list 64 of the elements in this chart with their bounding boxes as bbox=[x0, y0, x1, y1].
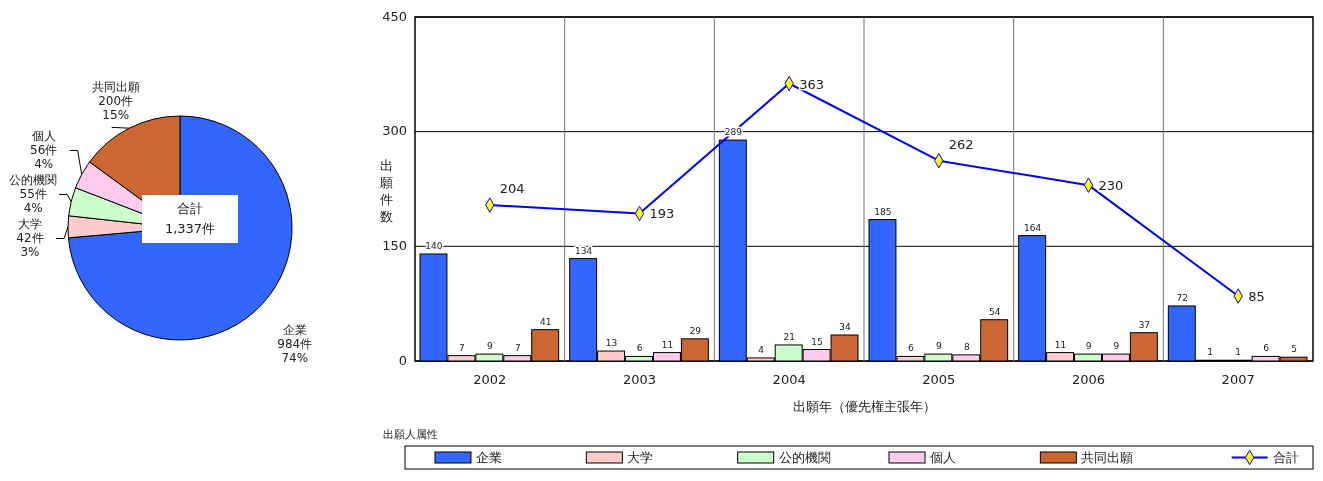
x-tick-label: 2007 bbox=[1221, 372, 1255, 387]
data-label: 21 bbox=[783, 331, 795, 342]
data-label: 11 bbox=[661, 339, 674, 350]
data-label: 7 bbox=[459, 342, 465, 353]
data-label: 230 bbox=[1098, 178, 1124, 194]
data-label: 42件 3% bbox=[16, 231, 44, 259]
x-tick-label: 2005 bbox=[922, 372, 956, 387]
data-label: 363 bbox=[799, 76, 824, 92]
data-label: 56件 4% bbox=[30, 142, 58, 171]
x-axis-title: 出願年（優先権主張年） bbox=[792, 399, 936, 414]
legend-title: 出願人属性 bbox=[383, 428, 438, 441]
data-label: 54 bbox=[988, 306, 1001, 317]
data-label: 262 bbox=[948, 136, 974, 152]
data-label: 11 bbox=[1054, 339, 1067, 350]
legend-label: 個人 bbox=[930, 449, 956, 465]
data-label: 6 bbox=[636, 343, 643, 354]
data-label: 193 bbox=[649, 206, 675, 222]
data-label: 5 bbox=[1291, 344, 1297, 355]
data-label: 8 bbox=[963, 341, 970, 352]
data-label: 1 bbox=[1235, 347, 1242, 358]
y-tick-label: 0 bbox=[398, 352, 407, 368]
legend-label: 大学 bbox=[627, 449, 654, 465]
data-label: 164 bbox=[1024, 222, 1042, 233]
legend-label: 公的機関 bbox=[778, 449, 831, 465]
data-label: 85 bbox=[1248, 289, 1265, 305]
data-label: 13 bbox=[605, 338, 618, 349]
y-axis-title: 出願件数 bbox=[379, 158, 393, 224]
data-label: 1 bbox=[1207, 347, 1214, 358]
data-label: 984件 74% bbox=[277, 336, 313, 365]
y-tick-label: 300 bbox=[382, 123, 407, 139]
data-label: 6 bbox=[908, 343, 915, 354]
data-label: 9 bbox=[1085, 341, 1092, 352]
data-label: 15 bbox=[811, 336, 823, 347]
text: 合計 1,337件 bbox=[164, 200, 216, 236]
y-tick-label: 450 bbox=[382, 8, 407, 24]
y-tick-label: 150 bbox=[382, 237, 407, 253]
x-tick-label: 2004 bbox=[772, 372, 806, 387]
data-label: 72 bbox=[1176, 292, 1189, 303]
slice-label: 企業 bbox=[282, 322, 307, 337]
data-label: 34 bbox=[839, 322, 852, 333]
x-tick-label: 2003 bbox=[622, 372, 657, 387]
x-tick-label: 2006 bbox=[1071, 372, 1106, 387]
legend-label: 合計 bbox=[1272, 449, 1299, 465]
slice-label: 共同出願 bbox=[91, 79, 140, 94]
data-label: 41 bbox=[539, 316, 552, 327]
slice-label: 個人 bbox=[31, 128, 56, 143]
x-tick-label: 2002 bbox=[473, 372, 507, 387]
data-label: 55件 4% bbox=[19, 186, 47, 215]
data-label: 37 bbox=[1138, 319, 1151, 330]
data-label: 9 bbox=[935, 341, 942, 352]
data-label: 6 bbox=[1263, 343, 1270, 354]
slice-label: 大学 bbox=[18, 217, 43, 231]
data-label: 185 bbox=[874, 206, 892, 217]
data-label: 7 bbox=[514, 342, 521, 353]
data-label: 9 bbox=[486, 341, 493, 352]
legend-label: 共同出願 bbox=[1081, 449, 1134, 465]
data-label: 9 bbox=[1113, 341, 1120, 352]
slice-label: 公的機関 bbox=[9, 172, 58, 187]
data-label: 200件 15% bbox=[98, 93, 134, 122]
data-label: 134 bbox=[575, 245, 593, 256]
data-label: 204 bbox=[499, 181, 525, 197]
data-label: 29 bbox=[689, 325, 702, 336]
legend-label: 企業 bbox=[476, 449, 502, 465]
data-label: 4 bbox=[758, 344, 765, 355]
